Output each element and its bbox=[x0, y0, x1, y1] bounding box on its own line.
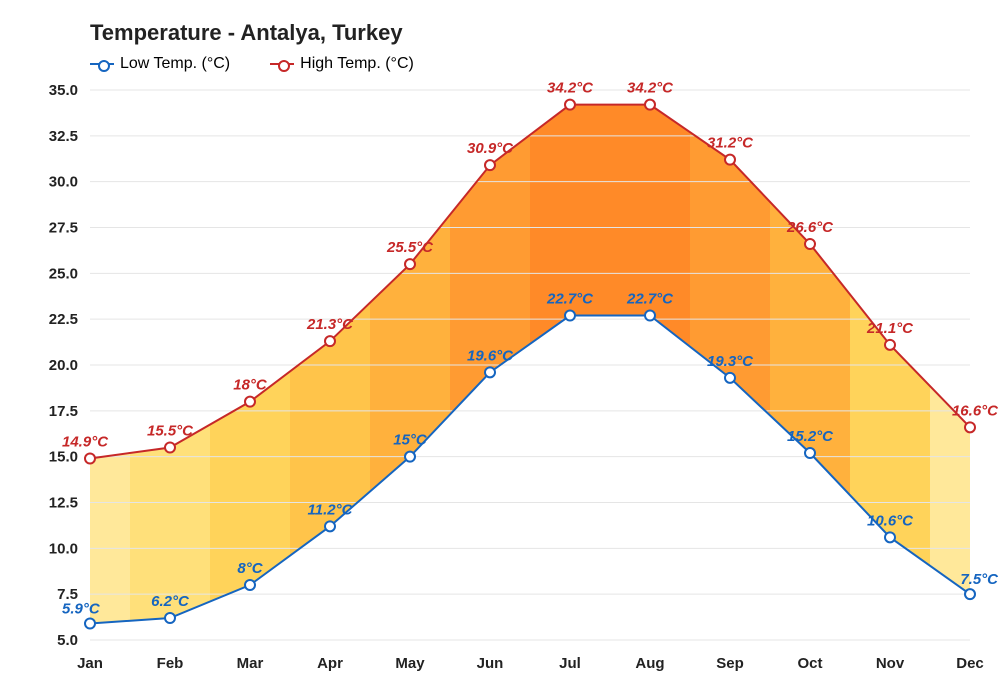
x-tick-label: Nov bbox=[876, 655, 905, 672]
x-tick-label: Jul bbox=[559, 655, 581, 672]
low-marker bbox=[165, 613, 175, 623]
high-label: 15.5°C bbox=[147, 423, 194, 440]
high-label: 14.9°C bbox=[62, 434, 109, 451]
low-label: 22.7°C bbox=[626, 291, 674, 308]
y-tick-label: 20.0 bbox=[49, 357, 78, 374]
low-label: 5.9°C bbox=[62, 601, 101, 618]
low-label: 8°C bbox=[237, 560, 263, 577]
high-marker bbox=[725, 155, 735, 165]
y-tick-label: 22.5 bbox=[49, 311, 78, 328]
area-band bbox=[90, 453, 130, 624]
low-label: 15°C bbox=[393, 432, 428, 449]
low-label: 19.3°C bbox=[707, 353, 754, 370]
low-marker bbox=[485, 367, 495, 377]
high-label: 30.9°C bbox=[467, 140, 514, 157]
high-label: 25.5°C bbox=[386, 239, 434, 256]
low-label: 6.2°C bbox=[151, 593, 190, 610]
x-tick-label: Oct bbox=[797, 655, 822, 672]
x-tick-label: Jan bbox=[77, 655, 103, 672]
x-tick-label: Apr bbox=[317, 655, 343, 672]
high-marker bbox=[325, 336, 335, 346]
high-marker bbox=[85, 454, 95, 464]
low-marker bbox=[405, 452, 415, 462]
y-tick-label: 32.5 bbox=[49, 128, 78, 145]
y-tick-label: 17.5 bbox=[49, 403, 78, 420]
high-marker bbox=[805, 239, 815, 249]
low-marker bbox=[85, 619, 95, 629]
high-marker bbox=[405, 259, 415, 269]
x-tick-label: May bbox=[395, 655, 425, 672]
y-tick-label: 12.5 bbox=[49, 495, 78, 512]
high-marker bbox=[565, 100, 575, 110]
y-tick-label: 10.0 bbox=[49, 540, 78, 557]
low-label: 10.6°C bbox=[867, 512, 914, 529]
y-tick-label: 35.0 bbox=[49, 82, 78, 99]
x-tick-label: Feb bbox=[157, 655, 184, 672]
high-marker bbox=[645, 100, 655, 110]
high-label: 34.2°C bbox=[627, 80, 674, 97]
low-marker bbox=[725, 373, 735, 383]
x-tick-label: Jun bbox=[477, 655, 504, 672]
low-label: 7.5°C bbox=[960, 571, 999, 588]
low-label: 19.6°C bbox=[467, 347, 514, 364]
low-label: 22.7°C bbox=[546, 291, 594, 308]
y-tick-label: 30.0 bbox=[49, 174, 78, 191]
y-tick-label: 25.0 bbox=[49, 265, 78, 282]
high-marker bbox=[965, 422, 975, 432]
x-tick-label: Sep bbox=[716, 655, 744, 672]
x-tick-label: Aug bbox=[635, 655, 664, 672]
area-band bbox=[130, 425, 210, 621]
low-marker bbox=[965, 589, 975, 599]
x-tick-label: Mar bbox=[237, 655, 264, 672]
high-label: 18°C bbox=[233, 377, 268, 394]
low-marker bbox=[565, 311, 575, 321]
temperature-chart: Temperature - Antalya, Turkey Low Temp. … bbox=[0, 0, 1000, 700]
area-band bbox=[370, 215, 450, 492]
low-marker bbox=[325, 521, 335, 531]
low-label: 15.2°C bbox=[787, 428, 834, 445]
low-marker bbox=[805, 448, 815, 458]
high-marker bbox=[165, 443, 175, 453]
y-tick-label: 27.5 bbox=[49, 220, 78, 237]
low-label: 11.2°C bbox=[308, 501, 354, 518]
y-tick-label: 15.0 bbox=[49, 449, 78, 466]
high-label: 31.2°C bbox=[707, 135, 754, 152]
low-marker bbox=[245, 580, 255, 590]
high-marker bbox=[485, 160, 495, 170]
low-marker bbox=[885, 532, 895, 542]
x-tick-label: Dec bbox=[956, 655, 984, 672]
high-marker bbox=[885, 340, 895, 350]
high-label: 21.3°C bbox=[306, 316, 354, 333]
high-label: 16.6°C bbox=[952, 402, 999, 419]
high-label: 26.6°C bbox=[786, 219, 834, 236]
high-marker bbox=[245, 397, 255, 407]
high-label: 34.2°C bbox=[547, 80, 594, 97]
area-band bbox=[530, 105, 610, 344]
high-label: 21.1°C bbox=[866, 320, 914, 337]
low-marker bbox=[645, 311, 655, 321]
y-tick-label: 5.0 bbox=[57, 632, 78, 649]
chart-svg: 5.07.510.012.515.017.520.022.525.027.530… bbox=[0, 0, 1000, 700]
